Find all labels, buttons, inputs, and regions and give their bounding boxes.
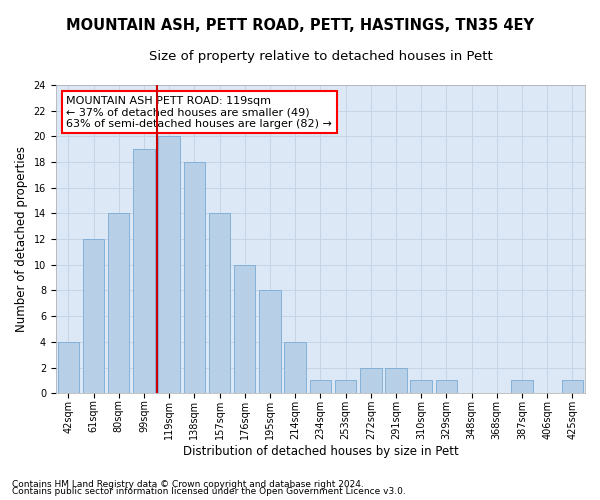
Bar — [335, 380, 356, 393]
Bar — [234, 265, 256, 393]
Bar — [133, 149, 155, 393]
Title: Size of property relative to detached houses in Pett: Size of property relative to detached ho… — [149, 50, 492, 63]
Bar — [562, 380, 583, 393]
Bar — [360, 368, 382, 393]
Text: Contains HM Land Registry data © Crown copyright and database right 2024.: Contains HM Land Registry data © Crown c… — [12, 480, 364, 489]
Bar — [385, 368, 407, 393]
Bar — [436, 380, 457, 393]
Bar — [184, 162, 205, 393]
Bar — [259, 290, 281, 393]
Bar — [158, 136, 180, 393]
Bar — [83, 239, 104, 393]
Text: Contains public sector information licensed under the Open Government Licence v3: Contains public sector information licen… — [12, 487, 406, 496]
Bar — [310, 380, 331, 393]
Bar — [209, 214, 230, 393]
Text: MOUNTAIN ASH, PETT ROAD, PETT, HASTINGS, TN35 4EY: MOUNTAIN ASH, PETT ROAD, PETT, HASTINGS,… — [66, 18, 534, 32]
Text: MOUNTAIN ASH PETT ROAD: 119sqm
← 37% of detached houses are smaller (49)
63% of : MOUNTAIN ASH PETT ROAD: 119sqm ← 37% of … — [67, 96, 332, 129]
Y-axis label: Number of detached properties: Number of detached properties — [15, 146, 28, 332]
Bar — [284, 342, 306, 393]
Bar — [410, 380, 432, 393]
Bar — [108, 214, 130, 393]
Bar — [58, 342, 79, 393]
X-axis label: Distribution of detached houses by size in Pett: Distribution of detached houses by size … — [182, 444, 458, 458]
Bar — [511, 380, 533, 393]
